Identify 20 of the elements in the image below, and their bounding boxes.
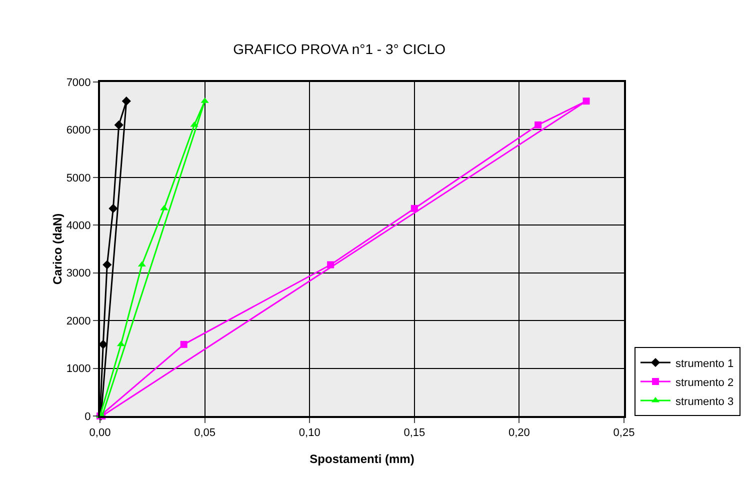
legend-label: strumento 3 xyxy=(675,396,734,408)
x-tick-label: 0,20 xyxy=(508,427,530,440)
x-tick-label: 0,05 xyxy=(194,427,216,440)
y-tick-label: 6000 xyxy=(66,124,91,137)
y-tick-label: 5000 xyxy=(66,172,91,184)
y-tick-label: 3000 xyxy=(66,268,91,280)
x-axis-title: Spostamenti (mm) xyxy=(310,452,414,466)
x-tick-label: 0,15 xyxy=(404,427,426,440)
y-tick-label: 1000 xyxy=(66,363,91,376)
legend-label: strumento 2 xyxy=(675,376,734,389)
chart-title: GRAFICO PROVA n°1 - 3° CICLO xyxy=(233,40,446,57)
y-tick-label: 4000 xyxy=(66,220,91,232)
x-tick-label: 0,10 xyxy=(298,427,320,440)
legend-label: strumento 1 xyxy=(675,358,734,370)
x-tick-label: 0,00 xyxy=(89,427,111,440)
y-tick-label: 0 xyxy=(84,410,91,423)
y-tick-label: 2000 xyxy=(66,315,91,328)
x-tick-label: 0,25 xyxy=(613,427,635,440)
y-tick-label: 7000 xyxy=(66,76,91,89)
y-axis-title: Carico (daN) xyxy=(50,213,64,285)
